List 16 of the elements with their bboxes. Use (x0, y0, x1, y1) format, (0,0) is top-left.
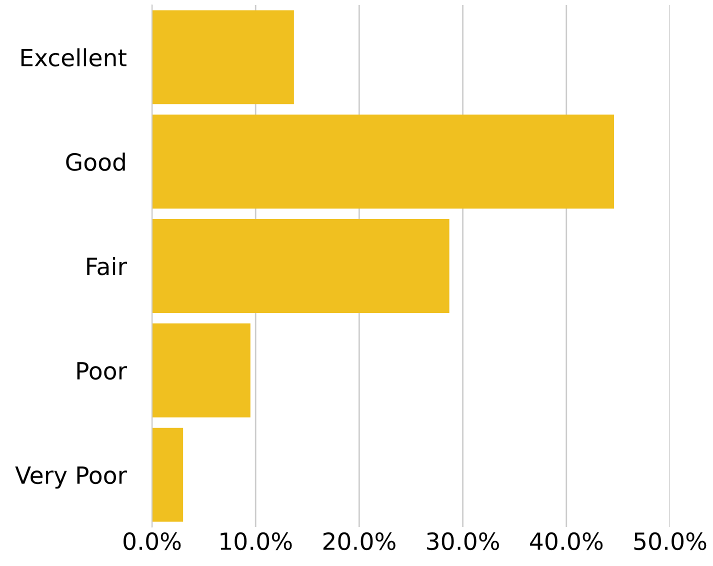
bar (152, 323, 250, 418)
x-tick-label: 30.0% (427, 532, 499, 550)
bar (152, 10, 294, 104)
x-tick-label: 0.0% (124, 532, 181, 550)
x-tick-label: 20.0% (323, 532, 396, 550)
x-tick-label: 40.0% (530, 532, 603, 550)
y-tick-label: Excellent (21, 48, 126, 67)
bar (152, 114, 614, 209)
y-tick-label: Good (66, 152, 125, 171)
bar (152, 219, 450, 313)
bar (152, 428, 184, 522)
y-tick-label: Fair (87, 257, 127, 276)
x-tick-label: 10.0% (220, 532, 292, 550)
x-tick-label: 50.0% (634, 532, 706, 550)
y-tick-label: Very Poor (15, 466, 127, 489)
y-tick-label: Poor (77, 362, 127, 380)
